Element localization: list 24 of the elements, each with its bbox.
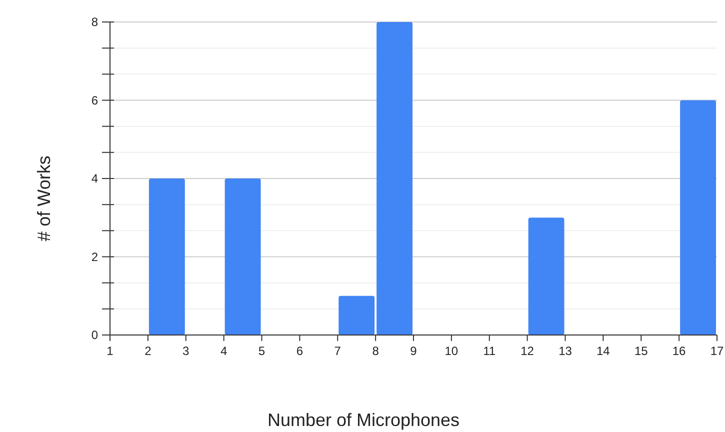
y-tick-label: 6 xyxy=(91,93,98,108)
x-tick-label: 5 xyxy=(258,344,266,358)
x-tick-label: 6 xyxy=(296,344,304,358)
x-axis-title: Number of Microphones xyxy=(267,410,460,430)
x-tick-label: 11 xyxy=(483,344,496,358)
y-tick-label: 0 xyxy=(91,328,98,342)
x-tick-label: 17 xyxy=(710,344,724,358)
x-tick-label: 16 xyxy=(672,344,686,358)
x-tick-label: 15 xyxy=(634,344,648,358)
y-tick-label: 8 xyxy=(91,15,98,30)
x-tick-label: 2 xyxy=(144,344,152,358)
x-tick-label: 12 xyxy=(520,344,534,358)
x-tick-label: 10 xyxy=(444,344,458,358)
y-tick-label: 2 xyxy=(91,250,98,264)
x-tick-label: 7 xyxy=(334,344,342,358)
y-tick-label: 4 xyxy=(91,172,98,186)
x-tick-label: 14 xyxy=(596,344,610,358)
x-tick-label: 1 xyxy=(106,344,114,358)
x-tick-label: 4 xyxy=(220,344,228,358)
x-tick-label: 9 xyxy=(410,344,418,358)
x-tick-label: 3 xyxy=(182,344,190,358)
x-tick-label: 13 xyxy=(558,344,572,358)
y-axis-title: # of Works xyxy=(34,156,54,242)
x-tick-label: 8 xyxy=(372,344,380,358)
